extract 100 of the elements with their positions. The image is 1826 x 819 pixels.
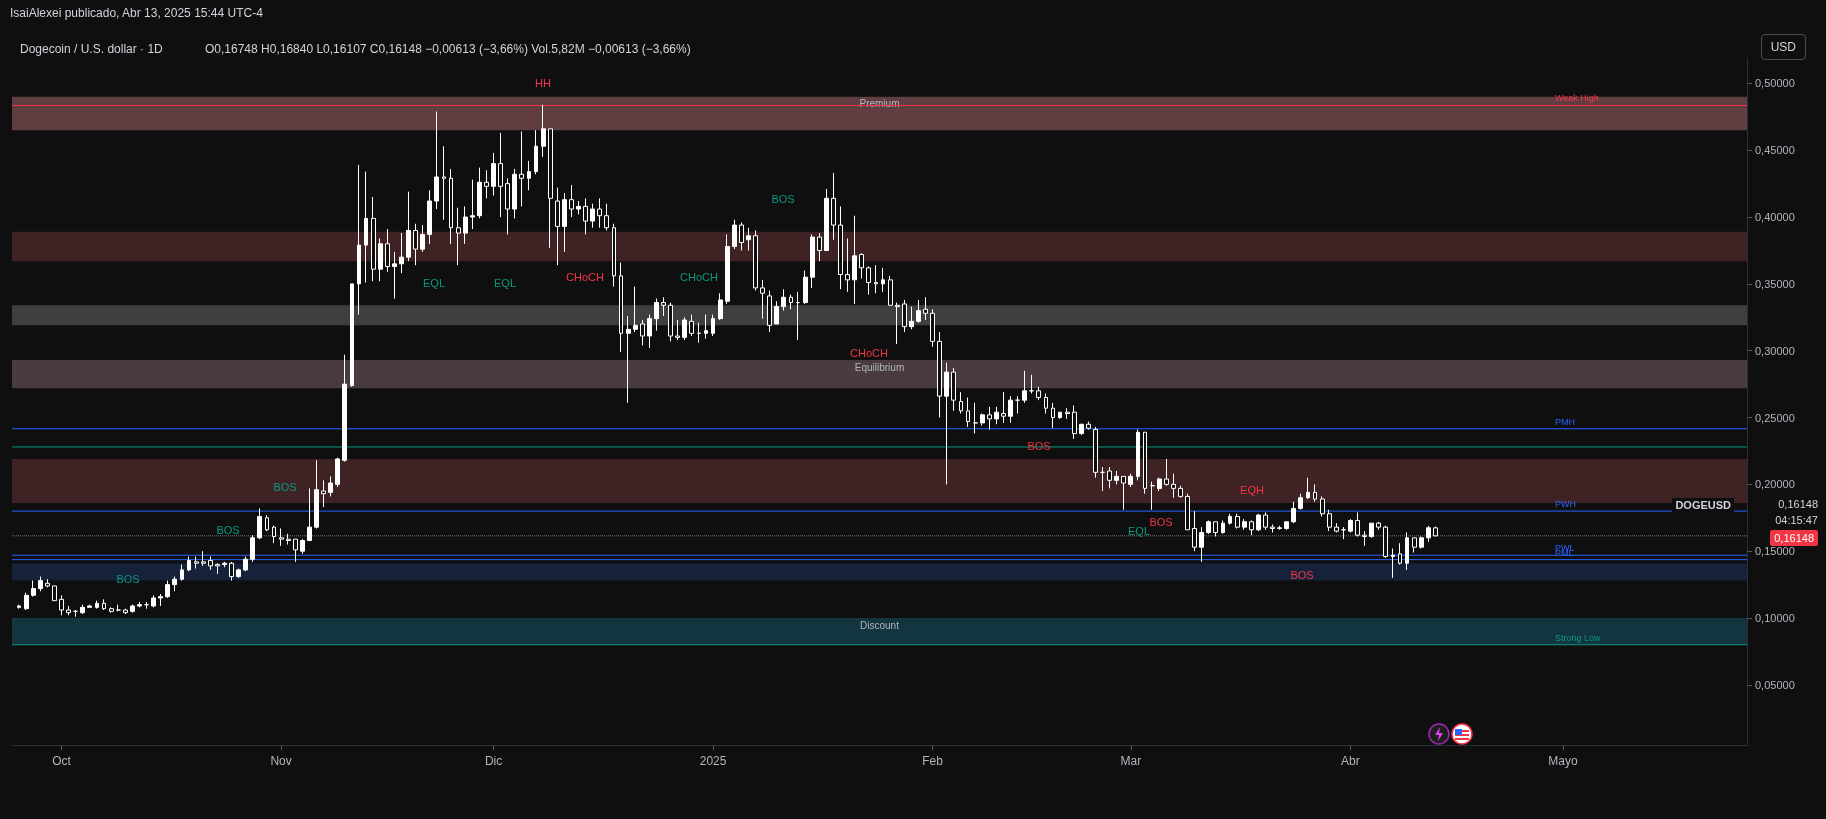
- candlestick: [1150, 481, 1155, 511]
- candlestick: [208, 556, 213, 571]
- candlestick: [187, 556, 191, 572]
- y-tick-label: 0,10000: [1755, 612, 1795, 625]
- candlestick: [1079, 423, 1084, 436]
- candlestick: [1107, 466, 1112, 489]
- candlestick: [470, 179, 475, 230]
- ref-line-label: Weak High: [1555, 93, 1599, 104]
- candlestick: [413, 223, 418, 266]
- candlestick: [1093, 426, 1098, 479]
- candlestick: [1249, 519, 1254, 536]
- candlestick: [951, 367, 956, 412]
- candlestick: [930, 308, 935, 348]
- candlestick: [257, 507, 262, 540]
- y-tick-label: 0,40000: [1755, 211, 1795, 224]
- candlestick: [1001, 391, 1006, 424]
- candlestick: [512, 168, 517, 219]
- candlestick: [406, 191, 411, 262]
- candlestick: [1291, 501, 1296, 524]
- candlestick: [250, 534, 255, 563]
- candlestick: [1221, 519, 1225, 535]
- candlestick: [1277, 525, 1282, 531]
- candlestick: [17, 604, 21, 610]
- candlestick: [427, 189, 432, 245]
- candlestick: [1136, 429, 1140, 481]
- candlestick: [1008, 395, 1013, 424]
- x-tick-label: Abr: [1341, 754, 1360, 768]
- candlestick: [697, 322, 701, 344]
- candlestick: [456, 207, 461, 266]
- candlestick: [874, 264, 878, 294]
- candlestick: [314, 459, 319, 529]
- y-tick-label: 0,20000: [1755, 478, 1795, 491]
- candlestick: [966, 396, 970, 428]
- candlestick: [753, 229, 758, 292]
- candlestick: [612, 223, 616, 288]
- candlestick: [236, 568, 241, 579]
- annotation: DOGEUSD: [1672, 498, 1734, 512]
- candlestick: [838, 205, 843, 290]
- candlestick: [165, 580, 170, 599]
- candlestick: [378, 237, 383, 282]
- candlestick: [1143, 431, 1147, 495]
- candlestick: [364, 171, 368, 284]
- candlestick: [1036, 386, 1041, 401]
- candlestick: [52, 585, 57, 602]
- candlestick: [647, 314, 652, 349]
- candlestick: [689, 314, 694, 337]
- candlestick: [130, 604, 135, 614]
- text: 04:15:47: [1775, 514, 1818, 526]
- candlestick: [385, 228, 390, 273]
- candlestick: [243, 556, 248, 572]
- candlestick: [923, 296, 928, 321]
- candlestick: [590, 203, 595, 229]
- candlestick: [1192, 510, 1197, 552]
- annotation: BOS: [116, 573, 140, 585]
- candlestick: [994, 406, 999, 425]
- x-tick-label: 2025: [699, 754, 727, 768]
- candlestick: [909, 306, 914, 330]
- candlestick: [959, 391, 963, 415]
- candlestick: [286, 533, 291, 546]
- text: 0,16148: [1770, 530, 1818, 546]
- chart-subtitle: O0,16748 H0,16840 L0,16107 C0,16148 −0,00613 (−3,66%) Vol.5,82M −0,00613 (−3,66%): [205, 42, 691, 56]
- annotation: CHoCH: [680, 271, 718, 283]
- candlestick: [944, 362, 949, 485]
- candlestick: [477, 167, 482, 219]
- candlestick: [810, 233, 815, 289]
- band-label: Discount: [860, 619, 900, 631]
- candlestick: [151, 594, 156, 608]
- candlestick: [973, 402, 978, 435]
- candlestick: [675, 319, 680, 341]
- candlestick: [661, 296, 666, 317]
- candlestick: [38, 576, 43, 592]
- candlestick: [1029, 374, 1034, 394]
- candlestick: [1341, 526, 1346, 540]
- candlestick: [180, 564, 184, 582]
- ref-line-label: PWH: [1555, 499, 1576, 510]
- candlestick: [1178, 485, 1183, 499]
- candlestick: [845, 237, 850, 293]
- candlestick: [817, 232, 822, 262]
- candlestick: [279, 527, 284, 547]
- candlestick: [272, 525, 276, 544]
- y-tick-label: 0,05000: [1755, 678, 1795, 691]
- ref-line-label: PMH: [1555, 416, 1575, 427]
- candlestick: [866, 266, 871, 296]
- candlestick: [725, 233, 730, 305]
- candlestick: [534, 129, 538, 175]
- candlestick: [1383, 525, 1388, 559]
- candlestick: [1100, 466, 1105, 492]
- candlestick: [392, 251, 397, 300]
- candlestick: [682, 316, 687, 341]
- candlestick: [1433, 526, 1438, 537]
- candlestick: [1121, 475, 1126, 511]
- candlestick: [569, 184, 574, 218]
- candlestick: [987, 406, 992, 431]
- candlestick: [1270, 523, 1275, 533]
- candlestick: [1405, 531, 1409, 571]
- candlestick: [300, 538, 305, 555]
- candlestick: [1306, 477, 1310, 500]
- candlestick: [307, 487, 312, 541]
- x-tick-label: Oct: [52, 754, 72, 768]
- candlestick: [619, 262, 623, 353]
